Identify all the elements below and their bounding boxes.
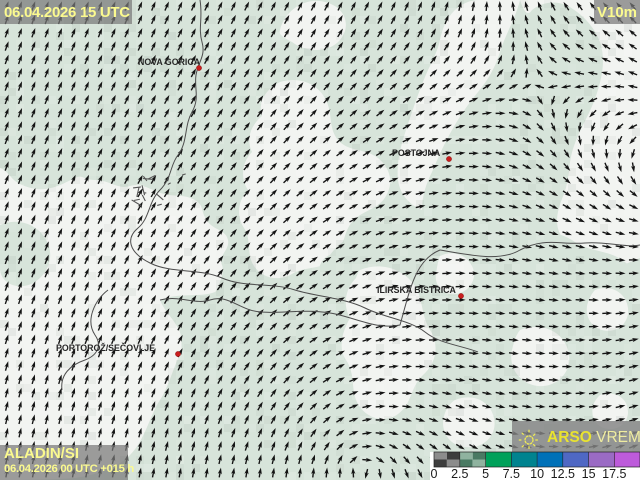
svg-text:10: 10	[530, 467, 544, 480]
svg-text:15: 15	[582, 467, 596, 480]
svg-text:2.5: 2.5	[451, 467, 468, 480]
svg-text:7.5: 7.5	[503, 467, 520, 480]
svg-text:12.5: 12.5	[551, 467, 575, 480]
svg-text:17.5: 17.5	[602, 467, 626, 480]
svg-text:5: 5	[482, 467, 489, 480]
svg-text:0: 0	[431, 467, 438, 480]
